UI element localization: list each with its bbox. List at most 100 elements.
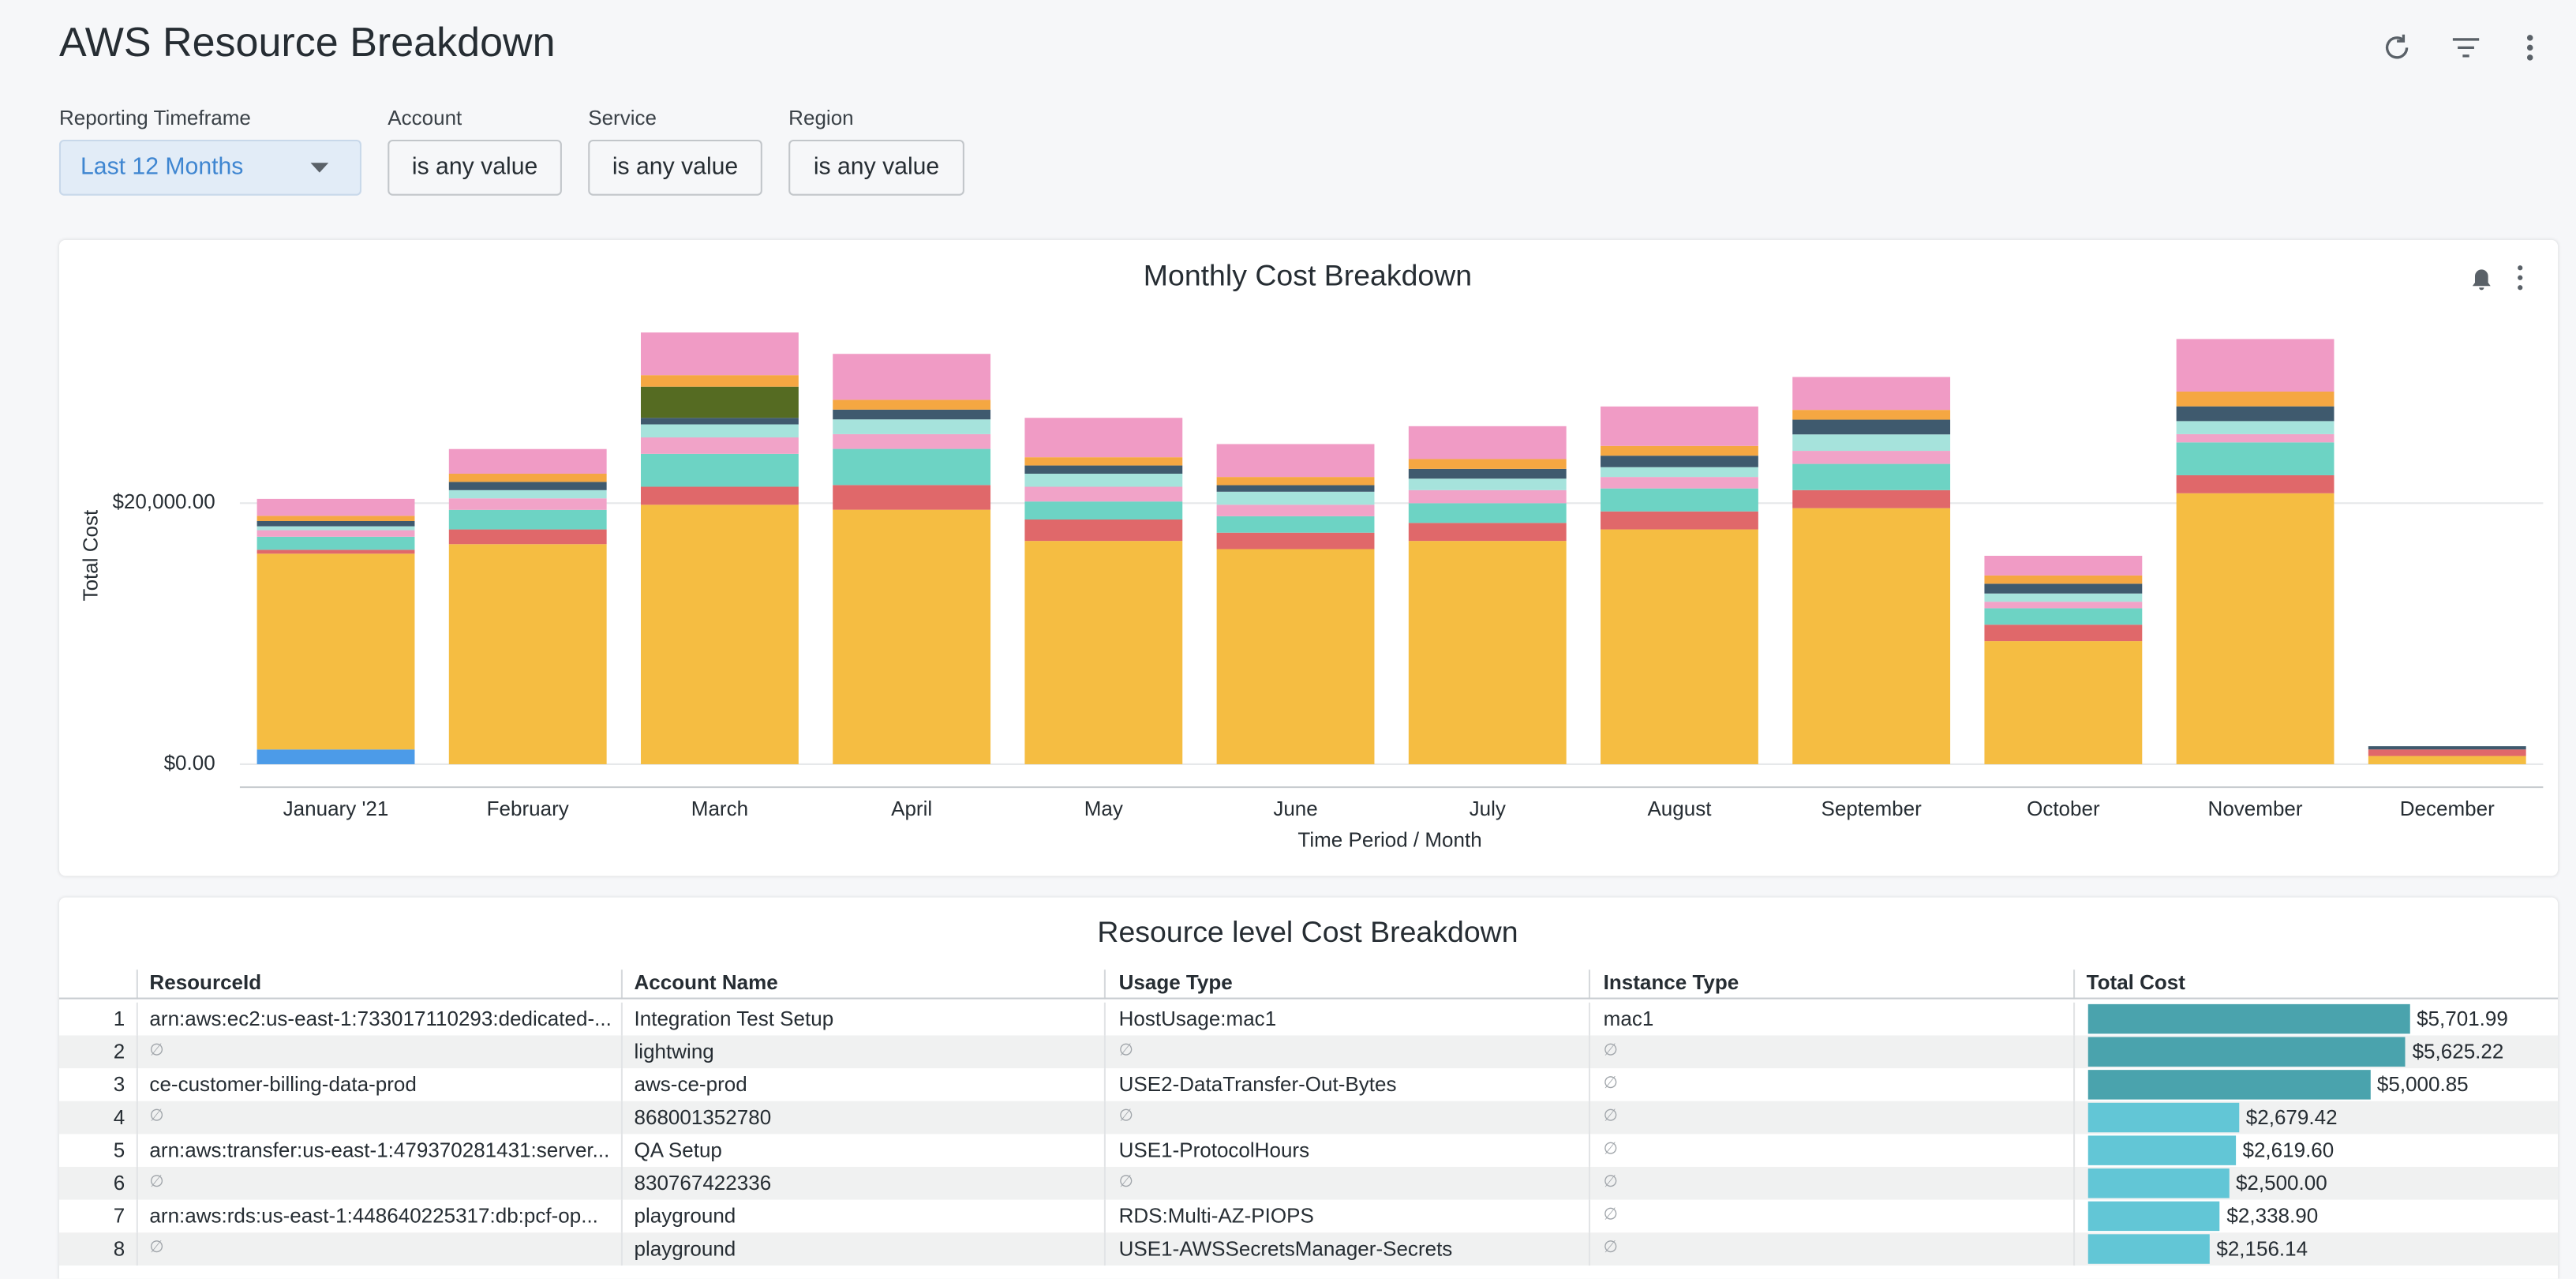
filter-icon[interactable] <box>2452 38 2480 58</box>
cell-separator <box>2073 1002 2076 1036</box>
bar-segment <box>448 498 607 510</box>
bar-segment <box>1024 418 1183 458</box>
bar-segment <box>2368 746 2526 750</box>
x-tick-label: April <box>891 797 932 820</box>
table-cell: 830767422336 <box>634 1172 772 1195</box>
filter-label: Service <box>588 107 657 130</box>
bar-segment <box>1216 549 1375 764</box>
bar-segment <box>1601 467 1758 478</box>
x-tick-label: October <box>2027 797 2100 820</box>
cell-separator <box>1103 1166 1106 1200</box>
table-cell: ∅ <box>1603 1108 1618 1126</box>
filter-dropdown[interactable]: is any value <box>788 139 964 196</box>
column-separator <box>620 970 623 1000</box>
chart-menu-icon[interactable] <box>2518 265 2523 291</box>
filter-dropdown[interactable]: is any value <box>588 139 762 196</box>
bar-segment <box>256 549 415 554</box>
alert-icon[interactable] <box>2472 269 2491 291</box>
bar-segment <box>1408 478 1567 490</box>
table-cell: ∅ <box>1118 1041 1133 1060</box>
bar-segment <box>1024 501 1183 520</box>
column-header: Total Cost <box>2086 971 2185 995</box>
cell-separator <box>2073 1035 2076 1069</box>
cell-separator <box>620 1068 623 1101</box>
filter-dropdown[interactable]: Last 12 Months <box>58 139 361 196</box>
cell-separator <box>2073 1232 2076 1266</box>
bar-segment <box>256 526 415 531</box>
bar-segment <box>448 473 607 482</box>
bar-segment <box>2176 474 2334 493</box>
bar-segment <box>2176 339 2334 392</box>
y-axis-label: Total Cost <box>78 509 102 601</box>
row-index: 3 <box>113 1073 125 1097</box>
bar-segment <box>641 332 799 376</box>
menu-icon[interactable] <box>2526 35 2533 61</box>
table-cell: ∅ <box>1603 1075 1618 1093</box>
bar-segment <box>2368 749 2526 756</box>
bar-segment <box>1408 459 1567 469</box>
refresh-icon[interactable] <box>2385 34 2409 59</box>
table-cell: ∅ <box>1603 1140 1618 1159</box>
cell-separator <box>620 1134 623 1167</box>
cost-bar <box>2087 1003 2410 1034</box>
header-icons <box>2385 34 2533 61</box>
bar-segment <box>1216 444 1375 478</box>
cell-separator <box>136 1232 138 1266</box>
column-header: ResourceId <box>149 971 262 995</box>
table-cell: HostUsage:mac1 <box>1118 1007 1277 1031</box>
cost-bar <box>2087 1135 2237 1165</box>
table-cell: lightwing <box>634 1040 714 1063</box>
table-cell: ∅ <box>1603 1239 1618 1258</box>
x-tick-label: January '21 <box>283 797 389 820</box>
cell-separator <box>1588 1232 1591 1266</box>
cell-separator <box>1588 1199 1591 1233</box>
cell-separator <box>620 1232 623 1266</box>
table-cell: USE1-AWSSecretsManager-Secrets <box>1118 1237 1453 1261</box>
table-cell: playground <box>634 1237 736 1261</box>
cell-separator <box>2073 1199 2076 1233</box>
row-index: 6 <box>113 1172 125 1195</box>
table-cell: ∅ <box>1603 1173 1618 1192</box>
cell-separator <box>620 1002 623 1036</box>
bar-segment <box>641 453 799 487</box>
cell-separator <box>620 1101 623 1135</box>
table-cell: ∅ <box>1118 1108 1133 1126</box>
bar-segment <box>256 520 415 527</box>
bar-segment <box>1984 593 2143 602</box>
bar-segment <box>2176 406 2334 422</box>
bar-segment <box>1601 456 1758 467</box>
row-index: 4 <box>113 1105 125 1130</box>
bar-segment <box>1601 406 1758 446</box>
bar-segment <box>1024 519 1183 542</box>
bar-segment <box>833 399 991 410</box>
bar-segment <box>1216 491 1375 505</box>
column-header: Usage Type <box>1118 971 1233 995</box>
row-index: 2 <box>113 1040 125 1063</box>
table-cell: playground <box>634 1204 736 1228</box>
cell-separator <box>620 1035 623 1069</box>
cell-separator <box>1588 1166 1591 1200</box>
column-separator <box>136 970 138 1000</box>
bar-segment <box>1792 451 1951 464</box>
bar-segment <box>1024 457 1183 466</box>
bar-segment <box>833 409 991 420</box>
bar-segment <box>833 448 991 486</box>
cell-separator <box>2073 1101 2076 1135</box>
bar-segment <box>448 448 607 474</box>
cell-separator <box>1588 1101 1591 1135</box>
cell-separator <box>1103 1068 1106 1101</box>
cost-label: $2,679.42 <box>2245 1105 2338 1130</box>
table-cell: QA Setup <box>634 1138 722 1162</box>
cell-separator <box>1103 1232 1106 1266</box>
bar-segment <box>1216 477 1375 486</box>
cost-label: $5,625.22 <box>2412 1040 2504 1063</box>
bar-segment <box>1792 377 1951 411</box>
cost-bar <box>2087 1201 2221 1232</box>
bar-segment <box>448 544 607 764</box>
filter-dropdown[interactable]: is any value <box>388 139 562 196</box>
bar-segment <box>1408 523 1567 542</box>
row-index: 1 <box>113 1007 125 1031</box>
bar-segment <box>1024 465 1183 474</box>
bar-segment <box>641 375 799 387</box>
bar-segment <box>1408 489 1567 504</box>
